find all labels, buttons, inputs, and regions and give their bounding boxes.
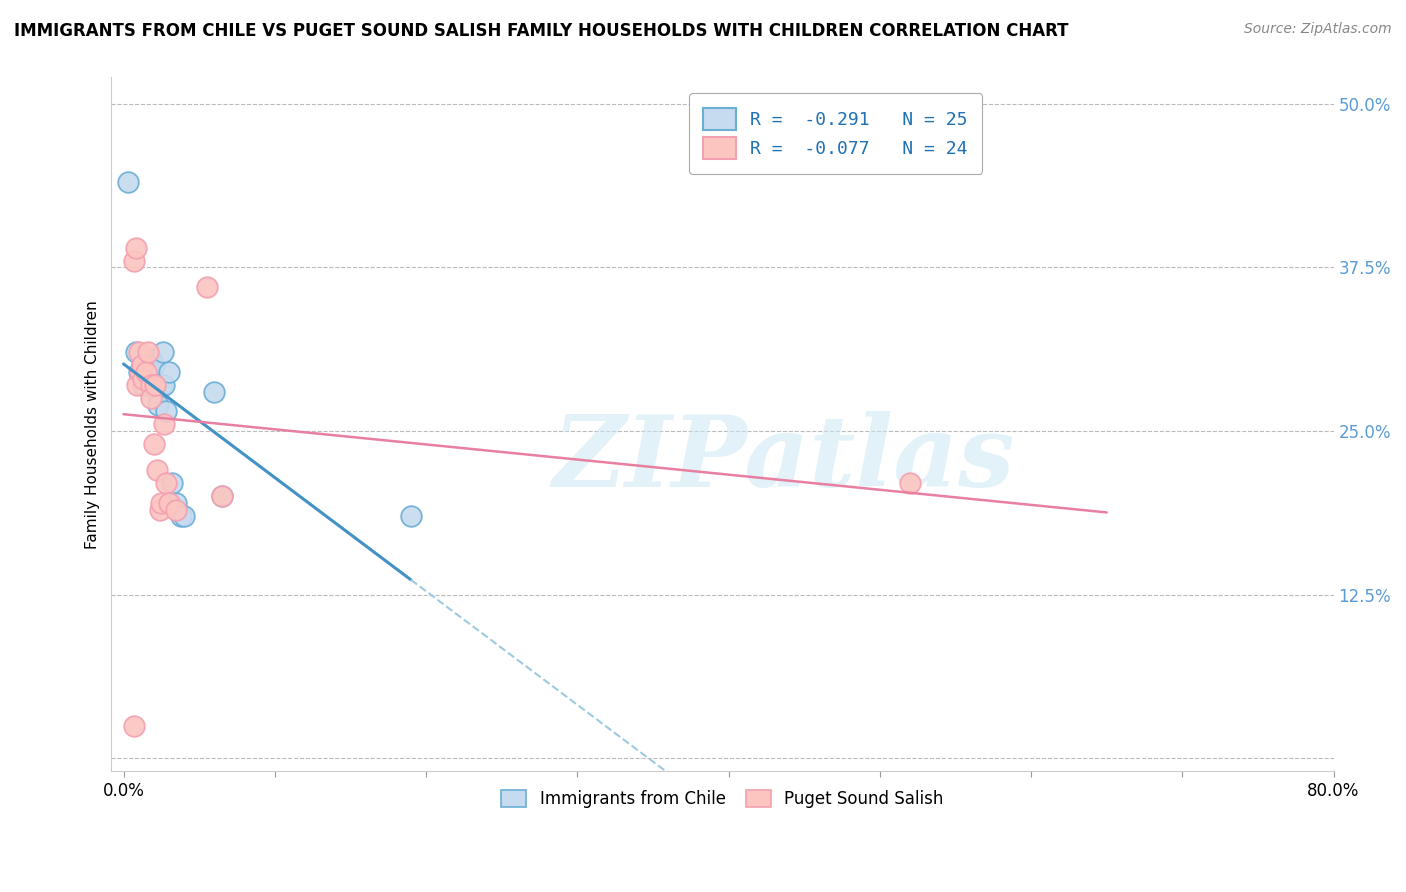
Point xyxy=(155,476,177,491)
Legend: Immigrants from Chile, Puget Sound Salish: Immigrants from Chile, Puget Sound Salis… xyxy=(495,783,950,815)
Point xyxy=(132,378,155,392)
Point xyxy=(142,359,165,373)
Point xyxy=(146,463,169,477)
Point xyxy=(136,359,159,373)
Point xyxy=(898,476,921,491)
Point xyxy=(173,509,195,524)
Point xyxy=(135,365,157,379)
Point xyxy=(165,496,187,510)
Point xyxy=(157,365,180,379)
Point xyxy=(143,378,166,392)
Point xyxy=(202,384,225,399)
Point xyxy=(143,378,166,392)
Point xyxy=(136,345,159,359)
Point xyxy=(122,718,145,732)
Point xyxy=(128,365,150,379)
Point xyxy=(128,345,150,359)
Point xyxy=(139,351,162,366)
Point xyxy=(155,404,177,418)
Point xyxy=(122,253,145,268)
Point xyxy=(117,175,139,189)
Point xyxy=(152,345,174,359)
Point xyxy=(170,509,193,524)
Point xyxy=(150,378,173,392)
Point xyxy=(124,345,146,359)
Point xyxy=(160,476,183,491)
Text: IMMIGRANTS FROM CHILE VS PUGET SOUND SALISH FAMILY HOUSEHOLDS WITH CHILDREN CORR: IMMIGRANTS FROM CHILE VS PUGET SOUND SAL… xyxy=(14,22,1069,40)
Point xyxy=(124,241,146,255)
Point xyxy=(211,490,233,504)
Point xyxy=(139,365,162,379)
Point xyxy=(139,391,162,405)
Point xyxy=(139,378,162,392)
Text: Source: ZipAtlas.com: Source: ZipAtlas.com xyxy=(1244,22,1392,37)
Text: ZIPatlas: ZIPatlas xyxy=(553,411,1015,508)
Point xyxy=(153,378,176,392)
Point xyxy=(148,398,170,412)
Point xyxy=(157,496,180,510)
Point xyxy=(150,496,173,510)
Point xyxy=(135,365,157,379)
Point xyxy=(195,280,218,294)
Point xyxy=(399,509,422,524)
Point xyxy=(131,359,153,373)
Point xyxy=(149,502,172,516)
Point xyxy=(142,437,165,451)
Point xyxy=(131,359,153,373)
Point xyxy=(165,502,187,516)
Point xyxy=(127,378,149,392)
Point xyxy=(132,371,155,385)
Point xyxy=(211,490,233,504)
Y-axis label: Family Households with Children: Family Households with Children xyxy=(86,300,100,549)
Point xyxy=(153,417,176,432)
Point xyxy=(146,384,169,399)
Point xyxy=(129,365,152,379)
